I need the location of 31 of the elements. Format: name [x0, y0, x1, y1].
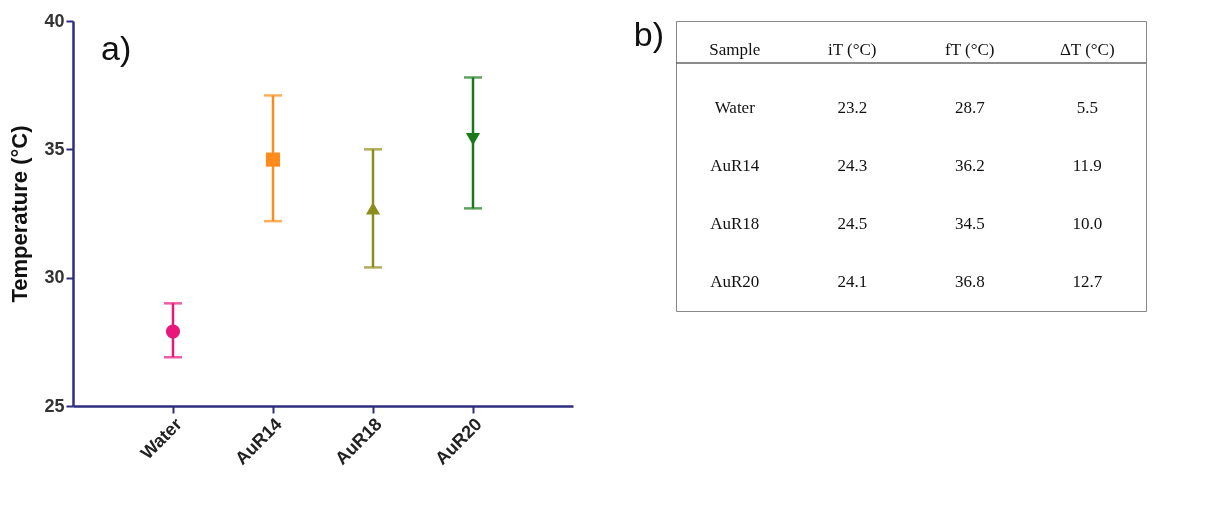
- text: 12.7: [1072, 272, 1103, 291]
- text: 5.5: [1076, 98, 1098, 117]
- text: 36.2: [954, 156, 985, 175]
- text: 11.9: [1072, 156, 1102, 175]
- y-axis-title: Temperature (°C): [7, 125, 33, 303]
- point: [265, 152, 281, 167]
- text: 36.8: [954, 272, 985, 291]
- text: AuR20: [710, 272, 760, 291]
- category-label: fT (°C): [945, 40, 995, 59]
- y-tick-label: 25: [44, 395, 65, 416]
- point: [465, 132, 481, 146]
- y-tick-label: 30: [44, 267, 65, 288]
- text: 24.5: [837, 214, 868, 233]
- text: 34.5: [954, 214, 985, 233]
- y-tick-label: 40: [44, 10, 65, 31]
- category-label: iT (°C): [827, 40, 877, 59]
- y-tick-label: 35: [44, 138, 65, 159]
- text: 24.3: [837, 156, 868, 175]
- text: AuR14: [710, 156, 760, 175]
- text: Water: [714, 98, 755, 117]
- text: 23.2: [837, 98, 868, 117]
- text: b): [633, 15, 664, 53]
- point: [365, 202, 381, 215]
- annotation: a): [101, 29, 132, 67]
- text: 10.0: [1072, 214, 1103, 233]
- text: 28.7: [954, 98, 985, 117]
- category-label: Sample: [709, 40, 761, 59]
- point: [165, 324, 181, 339]
- category-label: ΔT (°C): [1059, 40, 1115, 59]
- text: AuR18: [710, 214, 760, 233]
- text: 24.1: [837, 272, 868, 291]
